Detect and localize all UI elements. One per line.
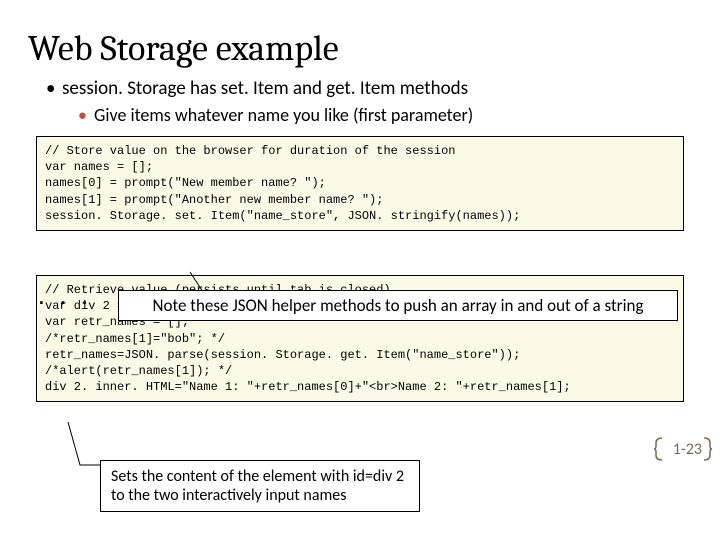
bracket-right-icon	[702, 436, 712, 462]
code-line: /*alert(retr_names[1]); */	[45, 363, 675, 379]
bullet-level-1: session. Storage has set. Item and get. …	[46, 77, 692, 100]
code-line: session. Storage. set. Item("name_store"…	[45, 208, 675, 224]
ellipsis: . . .	[36, 290, 90, 310]
code-line: var names = [];	[45, 159, 675, 175]
code-line: retr_names=JSON. parse(session. Storage.…	[45, 347, 675, 363]
code-line: names[1] = prompt("Another new member na…	[45, 192, 675, 208]
code-line: names[0] = prompt("New member name? ");	[45, 175, 675, 191]
bullet-level-2: Give items whatever name you like (first…	[78, 104, 692, 126]
page-number: 1-23	[673, 440, 702, 459]
callout-json-note: Note these JSON helper methods to push a…	[118, 290, 678, 321]
code-line: div 2. inner. HTML="Name 1: "+retr_names…	[45, 379, 675, 395]
callout-sets-content: Sets the content of the element with id=…	[100, 460, 420, 512]
code-line: /*retr_names[1]="bob"; */	[45, 331, 675, 347]
slide-content: Web Storage example session. Storage has…	[0, 0, 720, 422]
slide-title: Web Storage example	[28, 28, 692, 69]
bracket-left-icon	[654, 436, 664, 462]
code-block-1: // Store value on the browser for durati…	[36, 136, 684, 231]
code-line: // Store value on the browser for durati…	[45, 143, 675, 159]
